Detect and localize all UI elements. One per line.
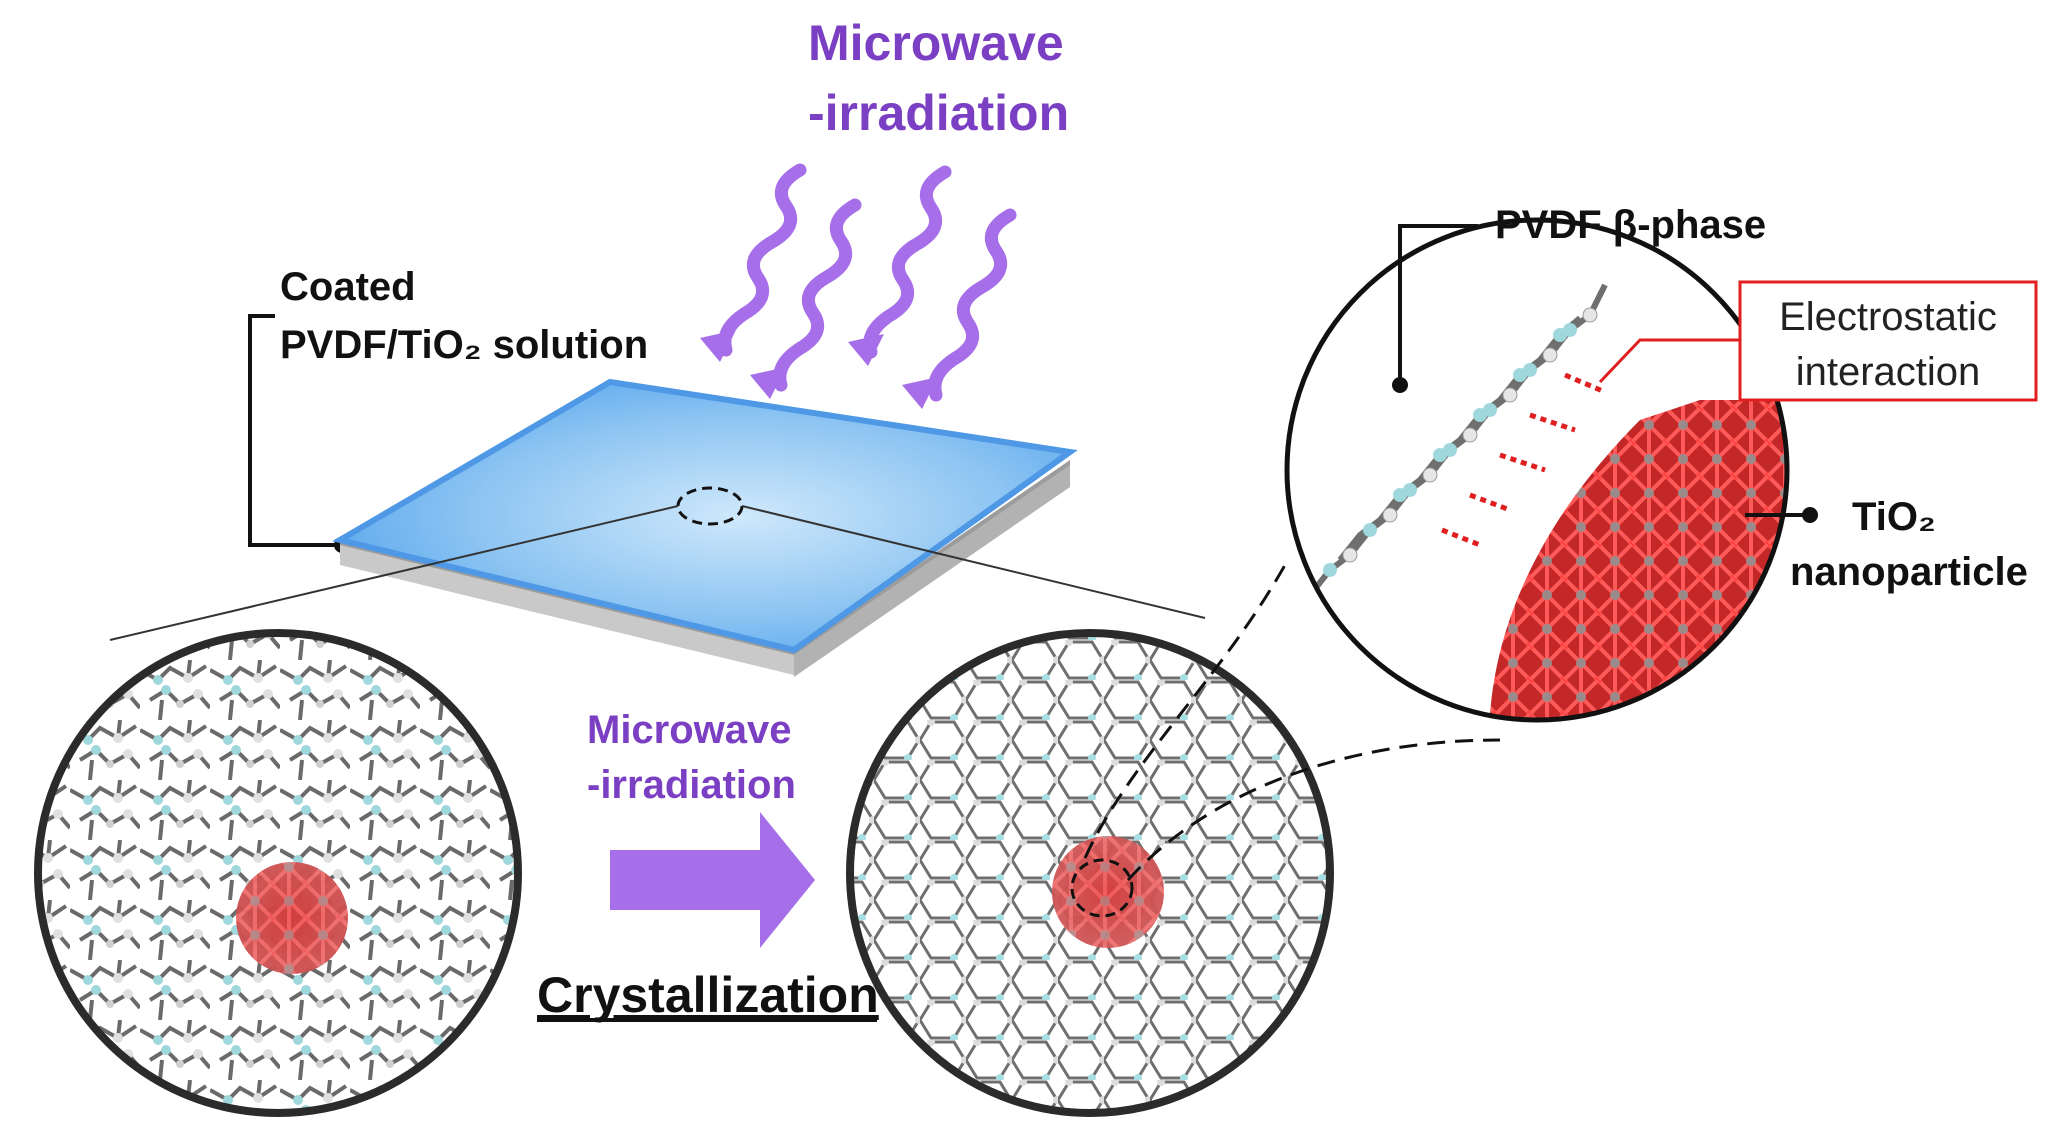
interface-zoom-marker bbox=[1070, 858, 1134, 918]
electrostatic-leader bbox=[1598, 338, 1740, 384]
zoom-line-left bbox=[109, 505, 679, 641]
coated-leader-line bbox=[248, 314, 342, 547]
amorphous-pvdf-circle bbox=[34, 629, 522, 1117]
microwave-mid-label-line1: Microwave bbox=[587, 708, 792, 752]
electrostatic-label-line2: interaction bbox=[1796, 350, 1981, 394]
electrostatic-label-line1: Electrostatic bbox=[1779, 295, 1997, 339]
block-arrow-icon bbox=[610, 812, 815, 948]
pvdf-film bbox=[332, 378, 1078, 654]
wavy-arrow-heads bbox=[700, 330, 938, 409]
coated-label-line2: PVDF/TiO₂ solution bbox=[280, 323, 648, 367]
tio2-label-line2: nanoparticle bbox=[1790, 550, 2028, 594]
microwave-top-label-line2: -irradiation bbox=[808, 85, 1069, 141]
wavy-arrow-icon bbox=[718, 163, 1017, 402]
zoom-line-right bbox=[741, 505, 1206, 619]
pvdf-beta-label: PVDF β-phase bbox=[1495, 203, 1766, 247]
tio2-label-line1: TiO₂ bbox=[1852, 495, 1936, 539]
pvdf-beta-leader bbox=[1398, 224, 1478, 385]
coated-label-line1: Coated bbox=[280, 265, 416, 309]
interface-zoom-circle bbox=[1284, 217, 1790, 723]
microwave-mid-label-line2: -irradiation bbox=[587, 763, 796, 807]
crystalline-pvdf-circle bbox=[846, 629, 1334, 1117]
crystallization-label: Crystallization bbox=[537, 967, 879, 1023]
electrostatic-box bbox=[1738, 280, 2038, 402]
microwave-top-label-line1: Microwave bbox=[808, 15, 1064, 71]
pvdf-beta-leader-dot bbox=[1392, 377, 1408, 393]
tio2-leader-dot bbox=[1802, 507, 1818, 523]
zoom-connector-lower bbox=[1126, 738, 1501, 882]
zoom-connector-upper bbox=[1083, 564, 1287, 859]
